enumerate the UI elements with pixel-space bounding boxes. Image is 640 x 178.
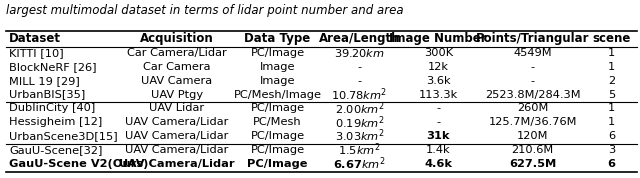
Text: Image Number: Image Number <box>389 32 487 46</box>
Text: PC/Image: PC/Image <box>250 48 305 58</box>
Text: 6: 6 <box>607 159 616 169</box>
Text: GauU-Scene[32]: GauU-Scene[32] <box>9 145 102 155</box>
Text: -: - <box>531 76 535 86</box>
Text: 31k: 31k <box>426 131 450 141</box>
Text: Points/Triangular: Points/Triangular <box>476 32 589 46</box>
Text: Car Camera/Lidar: Car Camera/Lidar <box>127 48 227 58</box>
Text: 1: 1 <box>608 48 615 58</box>
Text: PC/Image: PC/Image <box>247 159 308 169</box>
Text: 3: 3 <box>608 145 615 155</box>
Text: -: - <box>357 62 362 72</box>
Text: KITTI [10]: KITTI [10] <box>9 48 63 58</box>
Text: 2.00$km^2$: 2.00$km^2$ <box>335 100 384 117</box>
Text: 3.03$km^2$: 3.03$km^2$ <box>335 128 384 145</box>
Text: UAV Camera: UAV Camera <box>141 76 212 86</box>
Text: 113.3k: 113.3k <box>419 90 458 100</box>
Text: UAV Camera/Lidar: UAV Camera/Lidar <box>119 159 234 169</box>
Text: PC/Image: PC/Image <box>250 145 305 155</box>
Text: 627.5M: 627.5M <box>509 159 556 169</box>
Text: UrbanBIS[35]: UrbanBIS[35] <box>9 90 85 100</box>
Text: PC/Mesh: PC/Mesh <box>253 117 302 127</box>
Text: Image: Image <box>260 62 295 72</box>
Text: UAV Camera/Lidar: UAV Camera/Lidar <box>125 145 228 155</box>
Text: 0.19$km^2$: 0.19$km^2$ <box>335 114 384 131</box>
Text: DublinCity [40]: DublinCity [40] <box>9 103 95 113</box>
Text: PC/Image: PC/Image <box>250 131 305 141</box>
Text: PC/Image: PC/Image <box>250 103 305 113</box>
Text: Car Camera: Car Camera <box>143 62 211 72</box>
Text: GauU-Scene V2(Ours): GauU-Scene V2(Ours) <box>9 159 148 169</box>
Text: Dataset: Dataset <box>9 32 61 46</box>
Text: Acquisition: Acquisition <box>140 32 214 46</box>
Text: -: - <box>531 62 535 72</box>
Text: 300K: 300K <box>424 48 452 58</box>
Text: 1: 1 <box>608 62 615 72</box>
Text: 2: 2 <box>608 76 615 86</box>
Text: 1.5$km^2$: 1.5$km^2$ <box>338 142 381 158</box>
Text: 2523.8M/284.3M: 2523.8M/284.3M <box>485 90 580 100</box>
Text: Data Type: Data Type <box>244 32 310 46</box>
Text: 6: 6 <box>608 131 615 141</box>
Text: UAV Ptgy: UAV Ptgy <box>150 90 203 100</box>
Text: 6.67$km^2$: 6.67$km^2$ <box>333 156 386 172</box>
Text: 1: 1 <box>608 117 615 127</box>
Text: UAV Camera/Lidar: UAV Camera/Lidar <box>125 131 228 141</box>
Text: 10.78$km^2$: 10.78$km^2$ <box>332 86 387 103</box>
Text: 39.20$km$: 39.20$km$ <box>334 47 385 59</box>
Text: -: - <box>436 117 440 127</box>
Text: -: - <box>357 76 362 86</box>
Text: scene: scene <box>593 32 631 46</box>
Text: 125.7M/36.76M: 125.7M/36.76M <box>488 117 577 127</box>
Text: 260M: 260M <box>517 103 548 113</box>
Text: Area/Length: Area/Length <box>319 32 400 46</box>
Text: 1.4k: 1.4k <box>426 145 451 155</box>
Text: Image: Image <box>260 76 295 86</box>
Text: UrbanScene3D[15]: UrbanScene3D[15] <box>9 131 118 141</box>
Text: -: - <box>436 103 440 113</box>
Text: BlockNeRF [26]: BlockNeRF [26] <box>9 62 97 72</box>
Text: 4.6k: 4.6k <box>424 159 452 169</box>
Text: Hessigheim [12]: Hessigheim [12] <box>9 117 102 127</box>
Text: MILL 19 [29]: MILL 19 [29] <box>9 76 80 86</box>
Text: UAV Camera/Lidar: UAV Camera/Lidar <box>125 117 228 127</box>
Text: 1: 1 <box>608 103 615 113</box>
Text: largest multimodal dataset in terms of lidar point number and area: largest multimodal dataset in terms of l… <box>6 4 404 17</box>
Text: 120M: 120M <box>517 131 548 141</box>
Text: 12k: 12k <box>428 62 449 72</box>
Text: 5: 5 <box>608 90 615 100</box>
Text: 3.6k: 3.6k <box>426 76 451 86</box>
Text: UAV Lidar: UAV Lidar <box>149 103 204 113</box>
Text: 210.6M: 210.6M <box>511 145 554 155</box>
Text: 4549M: 4549M <box>513 48 552 58</box>
Text: PC/Mesh/Image: PC/Mesh/Image <box>234 90 321 100</box>
